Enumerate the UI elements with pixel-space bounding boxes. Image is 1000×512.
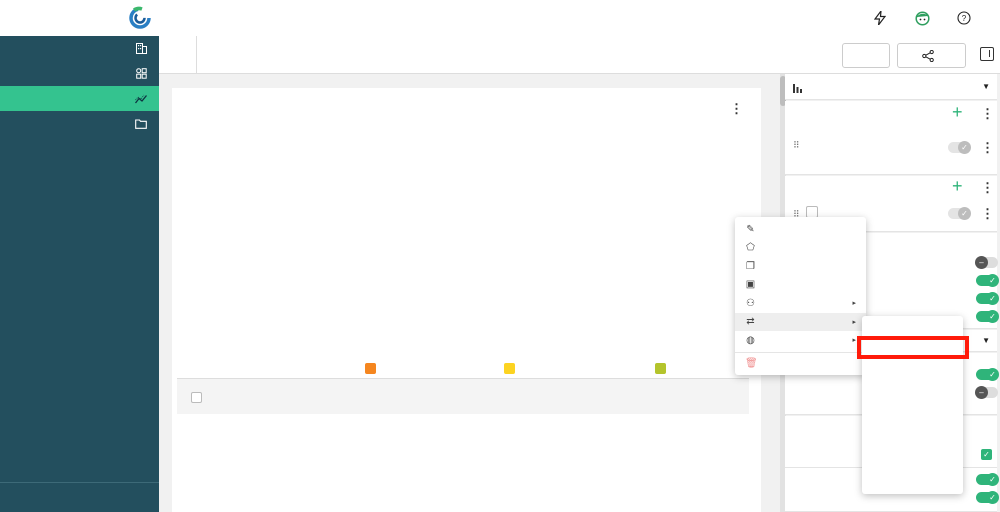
enabled-assessment [791,441,867,464]
pencil-icon: ✎ [746,223,755,235]
menu-item-edit-cohort[interactable]: ✎ [735,220,866,239]
toggle-panel-icon[interactable] [980,47,994,61]
scrollbar-thumb[interactable] [780,76,786,106]
share-icon [921,49,934,62]
legend-approaching [504,363,525,374]
legend-meeting [655,363,676,374]
forefront-logo [129,6,151,29]
menu-item-clone[interactable]: ❐ [735,257,866,276]
cohort-menu-icon[interactable]: ⋮ [981,206,994,221]
check-icon: ✓ [986,368,999,381]
check-icon: ✓ [958,141,971,154]
cohort-context-menu: ✎ ⬠ ❐ ▣ ⚇ ▸ ⇄ ▸ ◍ ▸ 🗑 [735,217,866,375]
top-bar: ? [0,0,1000,36]
copy-icon: ❐ [746,260,755,272]
menu-item-remove[interactable]: 🗑 [735,355,866,374]
legend-swatch [504,363,515,374]
trend-icon [135,94,147,103]
sidebar-item-courses[interactable] [0,61,159,86]
report-header [159,36,1000,74]
sidebar [0,36,159,512]
menu-item-save-cohort[interactable]: ▣ [735,276,866,295]
data-table [177,378,749,414]
trash-icon: 🗑 [745,358,758,370]
entities-section: + ⋮ ⠿ ✓ ⋮ [785,101,997,175]
submenu-arrow-icon: ▸ [852,300,856,308]
frequency-toggle-3[interactable]: ✓ [976,292,999,305]
sidebar-item-schools[interactable] [0,36,159,61]
minus-icon: – [975,386,988,399]
menu-item-add-comparison[interactable]: ⇄ ▸ [735,312,866,331]
entity-menu-icon[interactable]: ⋮ [981,140,994,155]
save-icon: ▣ [745,279,756,291]
check-icon: ✓ [958,207,971,220]
legend-swatch [655,363,666,374]
question-toggle[interactable]: ✓ [976,491,999,504]
check-icon: ✓ [986,310,999,323]
frequency-toggle-2[interactable]: ✓ [976,274,999,287]
sidebar-item-reports[interactable] [0,86,159,111]
submenu-arrow-icon: ▸ [852,337,856,345]
table-group-row [177,378,749,414]
frequency-toggle-1[interactable]: – [975,256,998,269]
drag-handle-icon[interactable]: ⠿ [793,140,800,150]
check-icon: ✓ [986,491,999,504]
assessment-checkbox[interactable]: ✓ [981,449,992,460]
sidebar-collapse-button[interactable] [0,482,159,512]
question-toggle[interactable]: ✓ [976,473,999,486]
stacked-bar-chart [172,128,761,388]
add-cohort-icon[interactable]: + [952,176,963,196]
bar-chart-icon [793,84,802,93]
bolt-icon[interactable] [872,10,888,26]
caret-down-icon: ▼ [982,336,990,345]
help-icon[interactable]: ? [956,10,972,26]
compare-icon: ⇄ [746,316,755,328]
label-icon: ⬠ [746,242,755,254]
caret-down-icon: ▼ [982,82,990,91]
check-icon: ✓ [986,473,999,486]
grid-icon [136,68,147,79]
check-icon: ✓ [986,274,999,287]
check-icon: ✓ [986,292,999,305]
highlight-box [857,336,969,359]
menu-divider [735,351,866,353]
count-toggle[interactable]: ✓ [976,368,999,381]
add-entity-icon[interactable]: + [952,102,963,122]
cohorts-menu-icon[interactable]: ⋮ [981,180,994,195]
back-button[interactable] [159,36,197,74]
menu-item-add-demographic[interactable]: ⚇ ▸ [735,294,866,313]
percentage-toggle[interactable]: – [975,386,998,399]
avatar-icon[interactable] [914,10,930,26]
analysis-type-select[interactable]: ▼ [785,74,997,100]
menu-item-rename[interactable]: ⬠ [735,239,866,258]
share-button[interactable] [897,43,966,68]
drag-handle-icon[interactable]: ⠿ [793,209,800,219]
minus-icon: – [975,256,988,269]
menu-item-appearance[interactable]: ◍ ▸ [735,331,866,350]
submenu-arrow-icon: ▸ [852,318,856,326]
entities-menu-icon[interactable]: ⋮ [981,106,994,121]
palette-icon: ◍ [746,334,755,346]
group-checkbox[interactable] [191,392,202,403]
legend-beginning [365,363,386,374]
entity-toggle[interactable]: ✓ [948,141,971,154]
save-button[interactable] [842,43,890,68]
legend-swatch [365,363,376,374]
svg-text:?: ? [962,14,967,23]
past-terms-submenu [862,316,963,494]
building-icon [136,43,147,54]
report-card: ⋮ [172,88,761,512]
card-menu-icon[interactable]: ⋮ [730,101,743,116]
demographic-icon: ⚇ [746,297,755,309]
frequency-toggle-4[interactable]: ✓ [976,310,999,323]
cohort-toggle[interactable]: ✓ [948,207,971,220]
folder-icon [135,118,147,129]
sidebar-item-resources[interactable] [0,111,159,136]
